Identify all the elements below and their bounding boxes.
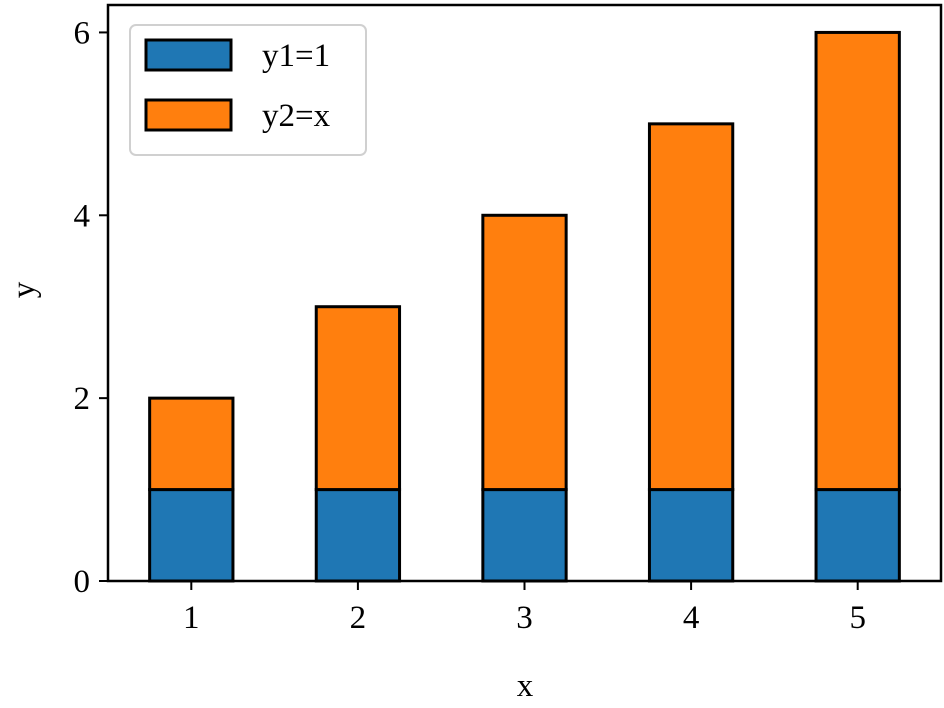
bar-y2-4	[647, 122, 735, 492]
bar-y1-2	[314, 488, 402, 583]
x-tick-label: 1	[183, 600, 200, 636]
legend-label-y1: y1=1	[262, 38, 330, 74]
legend-swatch-y2	[144, 98, 233, 132]
bar-y2-3	[481, 213, 568, 492]
y-tick-label: 0	[74, 564, 91, 600]
y-tick-label: 6	[74, 15, 91, 51]
bar-y2-1	[148, 396, 235, 492]
x-tick-label: 5	[849, 600, 866, 636]
bar-y2-5	[814, 30, 901, 492]
legend-label-y2: y2=x	[262, 98, 331, 134]
x-tick-label: 2	[350, 600, 367, 636]
y-tick-label: 4	[74, 198, 91, 234]
bars-group	[148, 30, 901, 583]
axes-group: 1 2 3 4 5 0 2 4 6	[74, 3, 943, 636]
bar-y2-2	[314, 305, 402, 492]
legend: y1=1 y2=x	[129, 24, 367, 156]
bar-y1-3	[481, 488, 568, 583]
bar-y1-1	[148, 488, 235, 583]
y-tick-label: 2	[74, 381, 91, 417]
y-axis-label: y	[6, 281, 42, 298]
x-axis-label: x	[517, 668, 534, 704]
bar-y1-5	[814, 488, 901, 583]
x-tick-label: 4	[683, 600, 700, 636]
bar-y1-4	[647, 488, 735, 583]
legend-swatch-y1	[144, 38, 233, 72]
x-tick-label: 3	[516, 600, 533, 636]
